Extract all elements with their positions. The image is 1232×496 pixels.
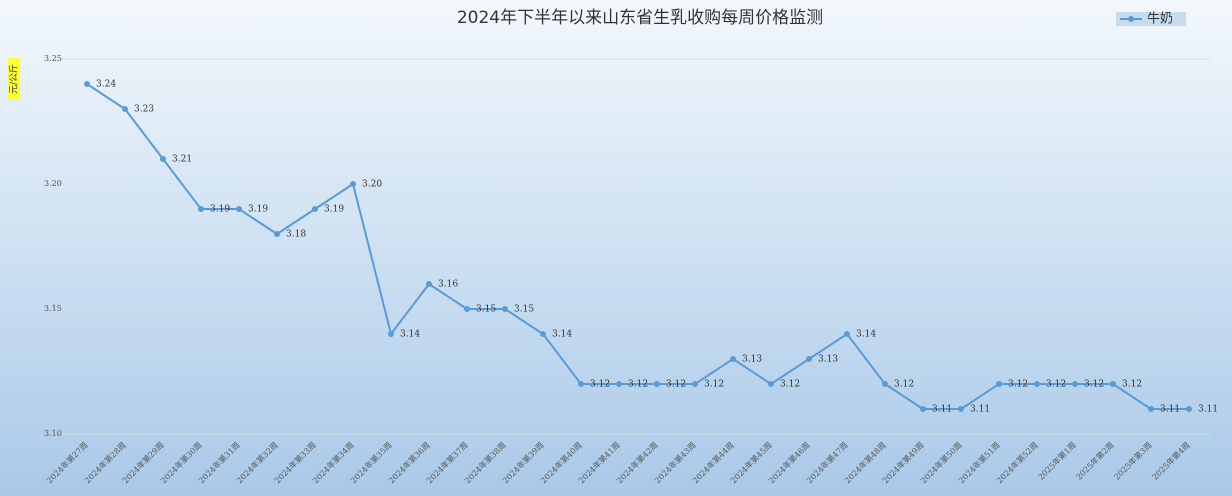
marker: [122, 106, 128, 112]
marker: [198, 206, 204, 212]
marker: [160, 156, 166, 162]
marker: [1110, 381, 1116, 387]
data-label: 3.14: [552, 330, 572, 340]
data-label: 3.11: [932, 405, 952, 415]
data-label: 3.12: [590, 380, 610, 390]
marker: [768, 381, 774, 387]
y-label-bg: [8, 58, 20, 100]
x-tick-label: 2025年第4周: [1150, 440, 1192, 482]
marker: [882, 381, 888, 387]
legend: [1116, 12, 1186, 26]
marker: [540, 331, 546, 337]
y-tick-label: 3.10: [44, 429, 62, 438]
marker: [236, 206, 242, 212]
data-label: 3.19: [248, 205, 268, 215]
marker: [692, 381, 698, 387]
data-label: 3.12: [1046, 380, 1066, 390]
marker: [806, 356, 812, 362]
marker: [1034, 381, 1040, 387]
data-label: 3.16: [438, 280, 458, 290]
marker: [426, 281, 432, 287]
marker: [920, 406, 926, 412]
data-label: 3.12: [1008, 380, 1028, 390]
data-label: 3.13: [742, 355, 762, 365]
legend-marker: [1128, 16, 1134, 22]
data-label: 3.15: [514, 305, 534, 315]
line: [86, 83, 1189, 410]
marker: [1186, 406, 1192, 412]
marker: [958, 406, 964, 412]
data-label: 3.12: [894, 380, 914, 390]
data-label: 3.11: [1160, 405, 1180, 415]
marker: [502, 306, 508, 312]
marker: [312, 206, 318, 212]
data-label: 3.21: [172, 155, 192, 165]
data-label: 3.18: [286, 230, 306, 240]
marker: [730, 356, 736, 362]
data-label: 3.12: [704, 380, 724, 390]
y-axis-label: 元/公斤: [9, 64, 20, 94]
marker: [654, 381, 660, 387]
legend-label: 牛奶: [1147, 12, 1173, 27]
marker: [388, 331, 394, 337]
marker: [84, 81, 90, 87]
x-tick-label: 2025年第1周: [1036, 440, 1078, 482]
data-label: 3.23: [134, 105, 154, 115]
data-label: 3.19: [324, 205, 344, 215]
data-label: 3.11: [970, 405, 990, 415]
data-label: 3.14: [400, 330, 420, 340]
legend-bg: [1116, 12, 1186, 26]
marker: [996, 381, 1002, 387]
data-label: 3.14: [856, 330, 876, 340]
marker: [844, 331, 850, 337]
y-tick-label: 3.15: [44, 304, 62, 313]
data-label: 3.20: [362, 180, 382, 190]
data-label: 3.13: [818, 355, 838, 365]
data-label: 3.19: [210, 205, 230, 215]
x-tick-label: 2025年第3周: [1112, 440, 1154, 482]
marker: [350, 181, 356, 187]
data-label: 3.24: [96, 80, 116, 90]
marker: [578, 381, 584, 387]
data-label: 3.15: [476, 305, 496, 315]
data-label: 3.12: [628, 380, 648, 390]
chart-title: 2024年下半年以来山东省生乳收购每周价格监测: [457, 8, 823, 28]
marker: [274, 231, 280, 237]
data-label: 3.12: [1084, 380, 1104, 390]
marker: [1072, 381, 1078, 387]
marker: [616, 381, 622, 387]
x-tick-label: 2025年第2周: [1074, 440, 1116, 482]
y-tick-label: 3.25: [44, 54, 62, 63]
y-tick-label: 3.20: [44, 179, 62, 188]
data-label: 3.12: [780, 380, 800, 390]
marker: [464, 306, 470, 312]
data-label: 3.12: [666, 380, 686, 390]
marker: [1148, 406, 1154, 412]
data-label: 3.11: [1198, 405, 1218, 415]
data-label: 3.12: [1122, 380, 1142, 390]
